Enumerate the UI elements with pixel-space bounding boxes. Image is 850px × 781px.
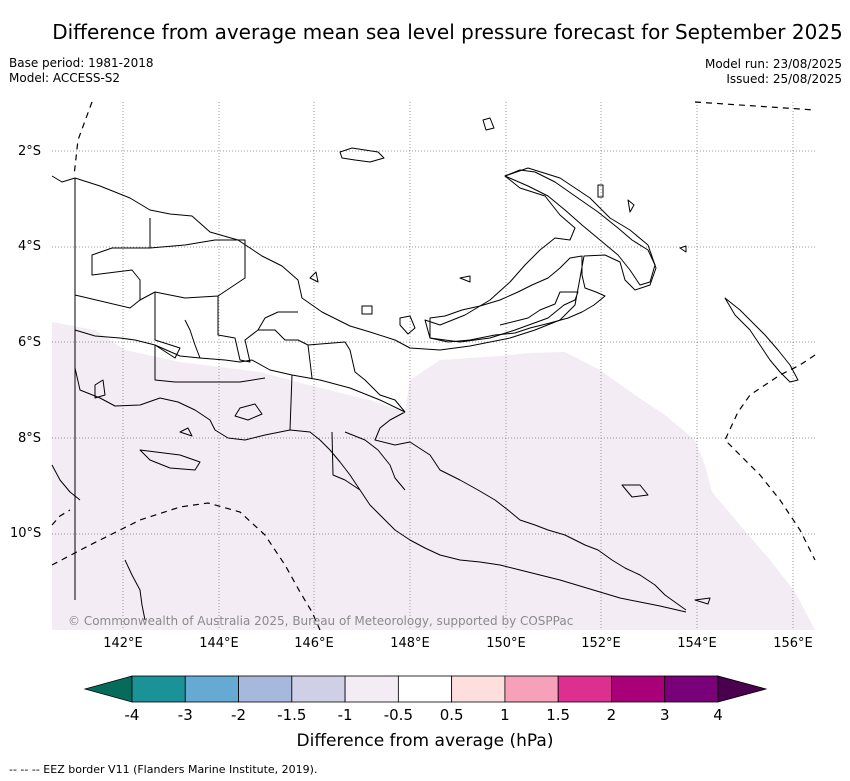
bougainville-coast xyxy=(724,297,799,383)
colorbar-cell xyxy=(451,675,506,703)
colorbar-cell xyxy=(557,675,612,703)
lon-tick-152e: 152°E xyxy=(581,636,621,651)
colorbar-tick-label: -4 xyxy=(124,706,140,724)
lon-tick-156e: 156°E xyxy=(773,636,813,651)
meta-right: Model run: 23/08/2025 Issued: 25/08/2025 xyxy=(705,57,842,87)
lon-tick-146e: 146°E xyxy=(294,636,334,651)
gridlines xyxy=(52,102,815,630)
eez-southwest xyxy=(51,509,71,526)
colorbar-tick-label: 3 xyxy=(659,706,670,724)
lat-tick-6s: 6°S xyxy=(18,335,42,350)
colorbar-tick-label: -1 xyxy=(337,706,353,724)
eez-borders xyxy=(51,101,816,631)
new-guinea-coast xyxy=(51,167,687,613)
colorbar-extend-high xyxy=(717,675,768,703)
colorbar-cell xyxy=(344,675,399,703)
colorbar-tick-label: 2 xyxy=(606,706,617,724)
lon-tick-154e: 154°E xyxy=(677,636,717,651)
colorbar-cell xyxy=(611,675,666,703)
lon-tick-144e: 144°E xyxy=(199,636,239,651)
new-ireland-coast xyxy=(504,169,656,286)
lon-tick-150e: 150°E xyxy=(486,636,526,651)
lon-tick-148e: 148°E xyxy=(390,636,430,651)
manus-coast xyxy=(339,147,385,163)
eez-legend-note: -- -- -- EEZ border V11 (Flanders Marine… xyxy=(9,763,318,776)
lat-tick-10s: 10°S xyxy=(10,526,42,541)
eez-northeast xyxy=(694,101,816,111)
colorbar-tick-label: 4 xyxy=(713,706,723,724)
eez-solomon xyxy=(724,354,816,561)
anomaly-shading xyxy=(52,322,815,630)
colorbar-extend-low xyxy=(83,675,133,703)
lat-tick-8s: 8°S xyxy=(18,431,42,446)
colorbar xyxy=(83,675,768,703)
colorbar-cell xyxy=(131,675,186,703)
meta-left: Base period: 1981-2018 Model: ACCESS-S2 xyxy=(9,56,154,86)
colorbar-cell xyxy=(291,675,346,703)
colorbar-cell xyxy=(664,675,719,703)
colorbar-tick-label: -2 xyxy=(231,706,247,724)
colorbar-cell xyxy=(397,675,453,703)
cape-york-coast xyxy=(51,464,146,621)
lat-tick-4s: 4°S xyxy=(18,239,42,254)
colorbar-tick-label: 0.5 xyxy=(439,706,464,724)
base-period: Base period: 1981-2018 xyxy=(9,56,154,70)
coastlines xyxy=(51,117,799,621)
issued-date: Issued: 25/08/2025 xyxy=(726,72,842,86)
colorbar-cell xyxy=(184,675,239,703)
copyright-credit: © Commonwealth of Australia 2025, Bureau… xyxy=(68,614,574,628)
colorbar-cell xyxy=(238,675,293,703)
model-run: Model run: 23/08/2025 xyxy=(704,57,842,71)
colorbar-tick-label: -1.5 xyxy=(277,706,307,724)
colorbar-tick-label: 1 xyxy=(500,706,510,724)
model-name: Model: ACCESS-S2 xyxy=(9,71,121,85)
new-britain-coast xyxy=(429,255,606,343)
eez-northwest xyxy=(73,101,93,177)
map-canvas xyxy=(51,101,816,631)
colorbar-tick-label: -0.5 xyxy=(383,706,413,724)
lat-tick-2s: 2°S xyxy=(18,144,42,159)
eez-torres xyxy=(51,502,321,631)
colorbar-title: Difference from average (hPa) xyxy=(296,731,554,751)
small-islands xyxy=(94,117,711,605)
province-borders xyxy=(74,178,406,600)
colorbar-tick-label: -3 xyxy=(177,706,193,724)
colorbar-tick-label: 1.5 xyxy=(546,706,571,724)
colorbar-cell xyxy=(504,675,559,703)
lon-tick-142e: 142°E xyxy=(103,636,143,651)
map-title: Difference from average mean sea level p… xyxy=(52,20,843,44)
